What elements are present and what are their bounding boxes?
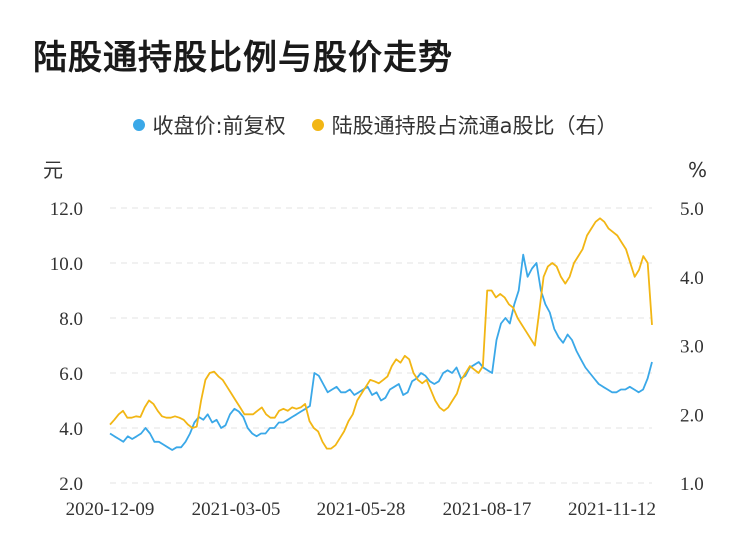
left-tick-label: 2.0 (59, 474, 83, 495)
legend-item-holding[interactable]: 陆股通持股占流通a股比（右） (311, 110, 618, 140)
left-tick-label: 4.0 (59, 419, 83, 440)
right-axis-ticks: 5.0 4.0 3.0 2.0 1.0 (680, 199, 704, 495)
left-axis-unit: 元 (43, 158, 63, 182)
x-axis-ticks: 2020-12-09 2021-03-05 2021-05-28 2021-08-17… (66, 499, 656, 520)
chart-title: 陆股通持股比例与股价走势 (33, 38, 453, 78)
series-lines (109, 217, 653, 451)
right-axis-unit: % (688, 158, 707, 182)
x-tick-label: 2020-12-09 (66, 499, 155, 520)
left-tick-label: 12.0 (50, 199, 83, 220)
gridlines (110, 207, 652, 484)
x-tick-label: 2021-11-12 (568, 499, 656, 520)
legend-label-holding: 陆股通持股占流通a股比（右） (331, 114, 618, 138)
left-axis-ticks: 12.0 10.0 8.0 6.0 4.0 2.0 (50, 199, 83, 495)
left-tick-label: 10.0 (50, 254, 83, 275)
price-series-line (109, 253, 653, 451)
legend-dot-price (132, 119, 145, 131)
right-tick-label: 3.0 (680, 337, 704, 358)
right-tick-label: 2.0 (680, 405, 704, 426)
x-tick-label: 2021-08-17 (443, 499, 532, 520)
right-tick-label: 5.0 (680, 199, 704, 220)
right-tick-label: 4.0 (680, 268, 704, 289)
left-tick-label: 6.0 (59, 364, 83, 385)
right-tick-label: 1.0 (680, 474, 704, 495)
legend-dot-holding (311, 119, 324, 131)
legend-item-price[interactable]: 收盘价:前复权 (132, 110, 286, 140)
x-tick-label: 2021-05-28 (317, 499, 406, 520)
left-tick-label: 8.0 (59, 309, 83, 330)
legend-label-price: 收盘价:前复权 (152, 114, 286, 138)
legend: 收盘价:前复权 陆股通持股占流通a股比（右） (0, 110, 750, 140)
x-tick-label: 2021-03-05 (192, 499, 281, 520)
holding-series-line (109, 217, 653, 450)
